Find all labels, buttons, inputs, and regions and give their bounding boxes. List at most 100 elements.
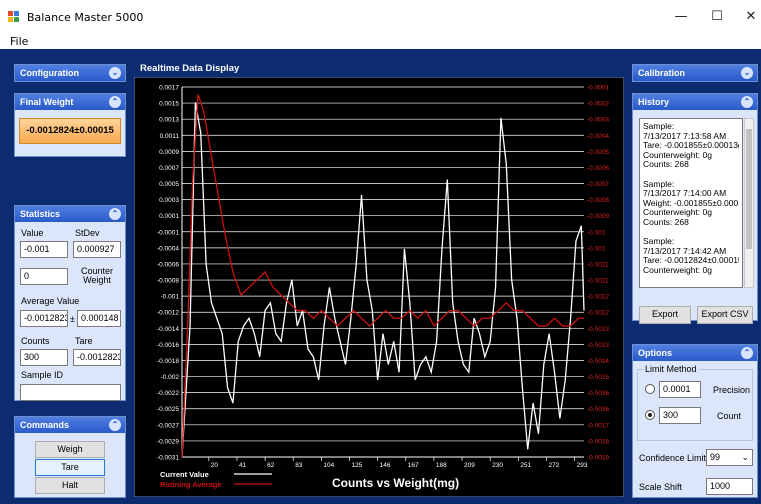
statistics-panel: Statistics ⌃ Value StDev -0.001 0.000927… <box>14 205 126 401</box>
maximize-button[interactable]: ☐ <box>711 9 723 24</box>
collapse-icon[interactable]: ⌃ <box>741 347 753 359</box>
halt-button[interactable]: Halt <box>35 477 105 494</box>
y-tick-label-left: -0.0004 <box>157 245 179 252</box>
y-tick-label-left: -0.0031 <box>157 455 179 462</box>
y-tick-label-right: -0.0018 <box>587 438 609 445</box>
statistics-header[interactable]: Statistics ⌃ <box>15 206 125 222</box>
y-tick-label-left: 0.0005 <box>159 181 179 188</box>
chart-background <box>134 77 624 497</box>
average-value-field[interactable]: -0.0012823 <box>20 310 68 327</box>
chart-panel-title: Realtime Data Display <box>140 63 240 74</box>
y-tick-label-left: 0.0015 <box>159 101 179 108</box>
tare-button[interactable]: Tare <box>35 459 105 476</box>
count-label: Count <box>717 411 742 421</box>
configuration-panel: Configuration ⌄ <box>14 64 126 82</box>
precision-field[interactable]: 0.0001 <box>659 381 701 398</box>
history-scrollbar[interactable] <box>744 118 754 288</box>
counts-field[interactable]: 300 <box>20 349 68 366</box>
y-tick-label-right: -0.0013 <box>587 342 609 349</box>
counts-label: Counts <box>21 336 50 346</box>
collapse-icon[interactable]: ⌃ <box>109 208 121 220</box>
expand-icon[interactable]: ⌄ <box>109 67 121 79</box>
y-tick-label-left: -0.0001 <box>157 229 179 236</box>
x-tick-label: 188 <box>436 462 447 469</box>
weigh-button[interactable]: Weigh <box>35 441 105 458</box>
x-tick-label: 83 <box>295 462 303 469</box>
precision-radio[interactable] <box>645 384 655 394</box>
y-tick-label-left: -0.0014 <box>157 326 179 333</box>
collapse-icon[interactable]: ⌃ <box>741 96 753 108</box>
y-tick-label-left: -0.002 <box>161 374 180 381</box>
export-csv-button[interactable]: Export CSV <box>697 306 753 324</box>
y-tick-label-left: -0.0018 <box>157 358 179 365</box>
x-tick-label: 209 <box>464 462 475 469</box>
count-radio[interactable] <box>645 410 655 420</box>
x-tick-label: 272 <box>548 462 559 469</box>
collapse-icon[interactable]: ⌃ <box>109 419 121 431</box>
y-tick-label-left: -0.0027 <box>157 422 179 429</box>
average-error-field[interactable]: 0.000148 <box>77 310 121 327</box>
y-tick-label-right: -0.0011 <box>587 261 609 268</box>
y-tick-label-right: -0.0013 <box>587 326 609 333</box>
tare-field[interactable]: -0.0012823 <box>73 349 121 366</box>
options-header[interactable]: Options ⌃ <box>633 345 757 361</box>
history-header[interactable]: History ⌃ <box>633 94 757 110</box>
app-icon <box>8 11 19 22</box>
counterweight-field[interactable]: 0 <box>20 268 68 285</box>
y-tick-label-left: 0.0011 <box>160 133 180 140</box>
history-line: Counterweight: 0g <box>643 207 712 217</box>
series-line-running-average <box>181 94 584 458</box>
history-line: 7/13/2017 7:13:58 AM <box>643 130 727 141</box>
history-line: 7/13/2017 7:14:00 AM <box>643 188 727 198</box>
tare-label: Tare <box>75 336 93 346</box>
stdev-field[interactable]: 0.000927 <box>73 241 121 258</box>
y-tick-label-left: 0.0003 <box>159 197 179 204</box>
scrollbar-thumb[interactable] <box>746 129 752 249</box>
y-tick-label-left: -0.0012 <box>157 310 179 317</box>
x-tick-label: 167 <box>408 462 419 469</box>
y-tick-label-left: 0.0013 <box>159 117 179 124</box>
scale-shift-field[interactable]: 1000 <box>706 478 753 495</box>
history-line: Counterweight: 0g <box>643 264 712 275</box>
export-button[interactable]: Export <box>639 306 691 324</box>
x-tick-label: 293 <box>577 462 588 469</box>
configuration-title: Configuration <box>20 68 79 78</box>
menu-file[interactable]: File <box>10 35 29 48</box>
final-weight-body: -0.0012824±0.00015 <box>15 110 125 156</box>
value-field[interactable]: -0.001 <box>20 241 68 258</box>
y-tick-label-right: -0.0003 <box>587 117 609 124</box>
collapse-icon[interactable]: ⌃ <box>109 96 121 108</box>
expand-icon[interactable]: ⌄ <box>741 67 753 79</box>
x-tick-label: 146 <box>380 462 391 469</box>
configuration-header[interactable]: Configuration ⌄ <box>15 65 125 81</box>
history-line: Weight: -0.001855±0.00013 <box>643 197 739 208</box>
calibration-title: Calibration <box>638 68 686 78</box>
history-list[interactable]: Sample: 7/13/2017 7:13:58 AM Tare: -0.00… <box>639 118 743 288</box>
limit-method-group <box>637 369 753 441</box>
y-tick-label-left: 0.0009 <box>159 149 179 156</box>
legend-label: Current Value <box>160 470 209 479</box>
final-weight-value: -0.0012824±0.00015 <box>19 118 121 144</box>
history-line: Sample: <box>643 237 675 246</box>
close-button[interactable]: ✕ <box>745 9 757 24</box>
commands-header[interactable]: Commands ⌃ <box>15 417 125 433</box>
y-tick-label-right: -0.0007 <box>587 181 609 188</box>
statistics-body: Value StDev -0.001 0.000927 0 Counter We… <box>15 222 125 401</box>
menu-bar: File <box>0 33 761 49</box>
y-tick-label-right: -0.0005 <box>587 149 609 156</box>
x-tick-label: 251 <box>520 462 531 469</box>
confidence-limit-select[interactable]: 99 ⌄ <box>706 449 753 466</box>
history-line: 7/13/2017 7:14:42 AM <box>643 245 727 256</box>
final-weight-header[interactable]: Final Weight ⌃ <box>15 94 125 110</box>
y-tick-label-left: -0.0006 <box>157 261 179 268</box>
sample-id-label: Sample ID <box>21 370 64 380</box>
calibration-header[interactable]: Calibration ⌄ <box>633 65 757 81</box>
y-tick-label-right: -0.0006 <box>587 165 609 172</box>
scale-shift-label: Scale Shift <box>639 482 683 492</box>
y-tick-label-right: -0.0014 <box>587 358 609 365</box>
title-bar: Balance Master 5000 — ☐ ✕ <box>0 0 761 33</box>
count-field[interactable]: 300 <box>659 407 701 424</box>
sample-id-field[interactable] <box>20 384 121 401</box>
minimize-button[interactable]: — <box>674 9 688 24</box>
y-tick-label-right: -0.0016 <box>587 390 609 397</box>
